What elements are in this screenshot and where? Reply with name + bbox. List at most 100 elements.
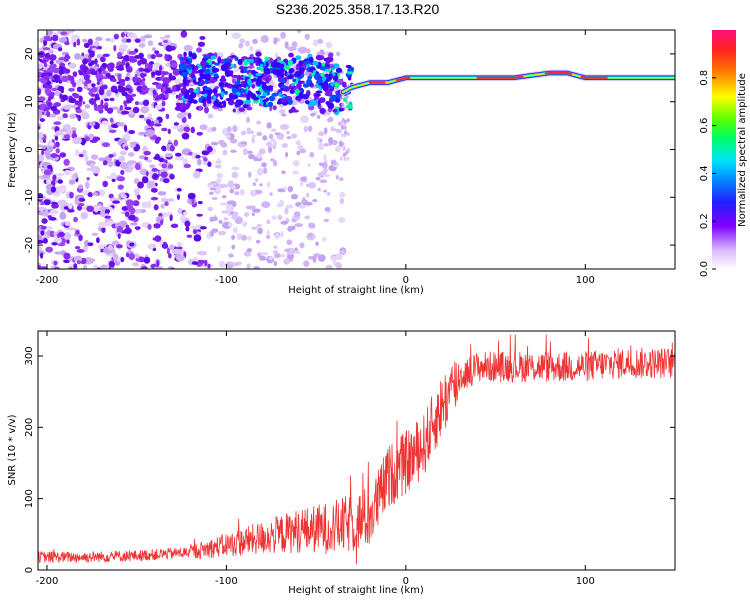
spectrogram-noise-blob [40, 225, 47, 230]
carrier-blob [194, 65, 199, 71]
carrier-blob [291, 83, 296, 87]
spectrogram-noise-blob [162, 77, 171, 84]
spectrogram-noise-blob [277, 214, 283, 221]
spectrogram-noise-blob [330, 159, 337, 166]
spectrogram-noise-blob [119, 81, 126, 87]
spectrogram-noise-blob [104, 215, 111, 219]
carrier-blob [312, 60, 319, 66]
carrier-blob [303, 60, 311, 65]
spectrogram-noise-blob [343, 119, 347, 124]
carrier-blob [288, 68, 295, 74]
spectrogram-noise-blob [87, 242, 94, 247]
spectrogram-noise-blob [203, 157, 208, 162]
carrier-blob [246, 58, 253, 64]
spectrogram-noise-blob [323, 174, 331, 178]
spectrogram-noise-blob [91, 70, 98, 76]
spectrogram-noise-blob [44, 226, 54, 230]
spectrogram-noise-blob [111, 78, 117, 83]
spectrogram-noise-blob [134, 73, 138, 78]
carrier-blob [221, 90, 225, 98]
spectrogram-noise-blob [207, 161, 212, 167]
spectrogram-noise-blob [273, 140, 278, 147]
spectrogram-noise-blob [164, 201, 169, 207]
chart-title: S236.2025.358.17.13.R20 [275, 1, 440, 17]
spectrogram-noise-blob [134, 253, 140, 258]
spectrogram-noise-blob [201, 150, 210, 156]
spectrogram-noise-blob [131, 93, 137, 97]
spectrogram-noise-blob [116, 122, 122, 127]
spectrogram-noise-blob [108, 260, 115, 268]
spectrogram-noise-blob [42, 83, 48, 89]
spectrogram-noise-blob [154, 50, 160, 55]
spectrogram-noise-blob [281, 113, 287, 117]
snr-xtick-label: 0 [403, 576, 409, 587]
spectrogram-noise-blob [43, 35, 51, 42]
carrier-blob [240, 88, 245, 94]
carrier-blob [255, 80, 262, 86]
spectrogram-noise-blob [287, 185, 294, 193]
spectrogram-noise-blob [110, 106, 119, 110]
spectrogram-noise-blob [232, 202, 237, 208]
spectrogram-noise-blob [84, 154, 89, 162]
spectrogram-noise-blob [152, 247, 157, 252]
spectrogram-noise-blob [246, 150, 253, 154]
carrier-blob [246, 96, 251, 101]
spectrogram-noise-blob [190, 126, 195, 134]
spectrogram-noise-blob [199, 35, 206, 40]
spectrogram-noise-blob [68, 97, 77, 104]
spectrogram-noise-blob [92, 136, 101, 142]
spectrogram-noise-blob [134, 101, 139, 106]
snr-xtick-label: -100 [215, 576, 238, 587]
spectrogram-noise-blob [170, 267, 176, 269]
spectrogram-noise-blob [268, 146, 273, 154]
carrier-peak-segment [395, 76, 411, 82]
carrier-blob [191, 53, 197, 60]
spectrogram-noise-blob [59, 237, 67, 245]
spectrogram-noise-blob [136, 194, 141, 200]
spectrogram-noise-blob [310, 112, 316, 117]
carrier-blob [246, 94, 251, 98]
carrier-blob [191, 64, 196, 72]
spectrogram-noise-blob [52, 174, 57, 182]
carrier-blob [325, 58, 330, 66]
spectrogram-noise-blob [60, 77, 66, 82]
spectrogram-noise-blob [108, 193, 114, 199]
spectrogram-noise-blob [55, 173, 65, 177]
spectrogram-noise-blob [151, 47, 157, 52]
spectrogram-noise-blob [307, 181, 317, 189]
snr-ytick-label: 0 [24, 567, 35, 573]
spectrogram-noise-blob [76, 86, 83, 93]
spectrogram-noise-blob [326, 191, 331, 196]
spectrogram-noise-blob [120, 169, 125, 176]
spectrogram-noise-blob [155, 53, 163, 58]
spectrogram-noise-blob [129, 222, 138, 226]
carrier-blob [189, 98, 196, 103]
spectrogram-noise-blob [64, 41, 70, 46]
spectrogram-noise-blob [246, 235, 252, 241]
spectrogram-noise-blob [126, 38, 132, 43]
spectrogram-noise-blob [137, 181, 144, 189]
spectrogram-noise-blob [259, 183, 263, 187]
spectrogram-noise-blob [222, 149, 228, 156]
spectrogram-noise-blob [72, 71, 78, 77]
spectrogram-noise-blob [50, 186, 56, 193]
spectrogram-noise-blob [117, 176, 126, 182]
spectrogram-noise-blob [170, 223, 179, 229]
spectrogram-noise-blob [117, 233, 121, 240]
carrier-peak-segment [544, 71, 572, 76]
spectrogram-noise-blob [60, 128, 67, 132]
spectrogram-noise-blob [140, 72, 145, 78]
spectrogram-noise-blob [293, 211, 301, 218]
spectrogram-noise-blob [231, 32, 241, 39]
spectrogram-noise-blob [83, 74, 90, 81]
spectrogram-noise-blob [162, 241, 168, 249]
spectrogram-noise-blob [231, 235, 236, 240]
spectrogram-noise-blob [153, 204, 159, 211]
carrier-blob [206, 94, 212, 102]
spectrogram-noise-blob [297, 46, 308, 54]
spectrogram-noise-blob [252, 208, 261, 213]
carrier-blob [330, 81, 335, 87]
spectrogram-noise-blob [120, 194, 127, 199]
spectrogram-noise-blob [67, 202, 73, 210]
spectrogram-noise-blob [118, 78, 126, 83]
